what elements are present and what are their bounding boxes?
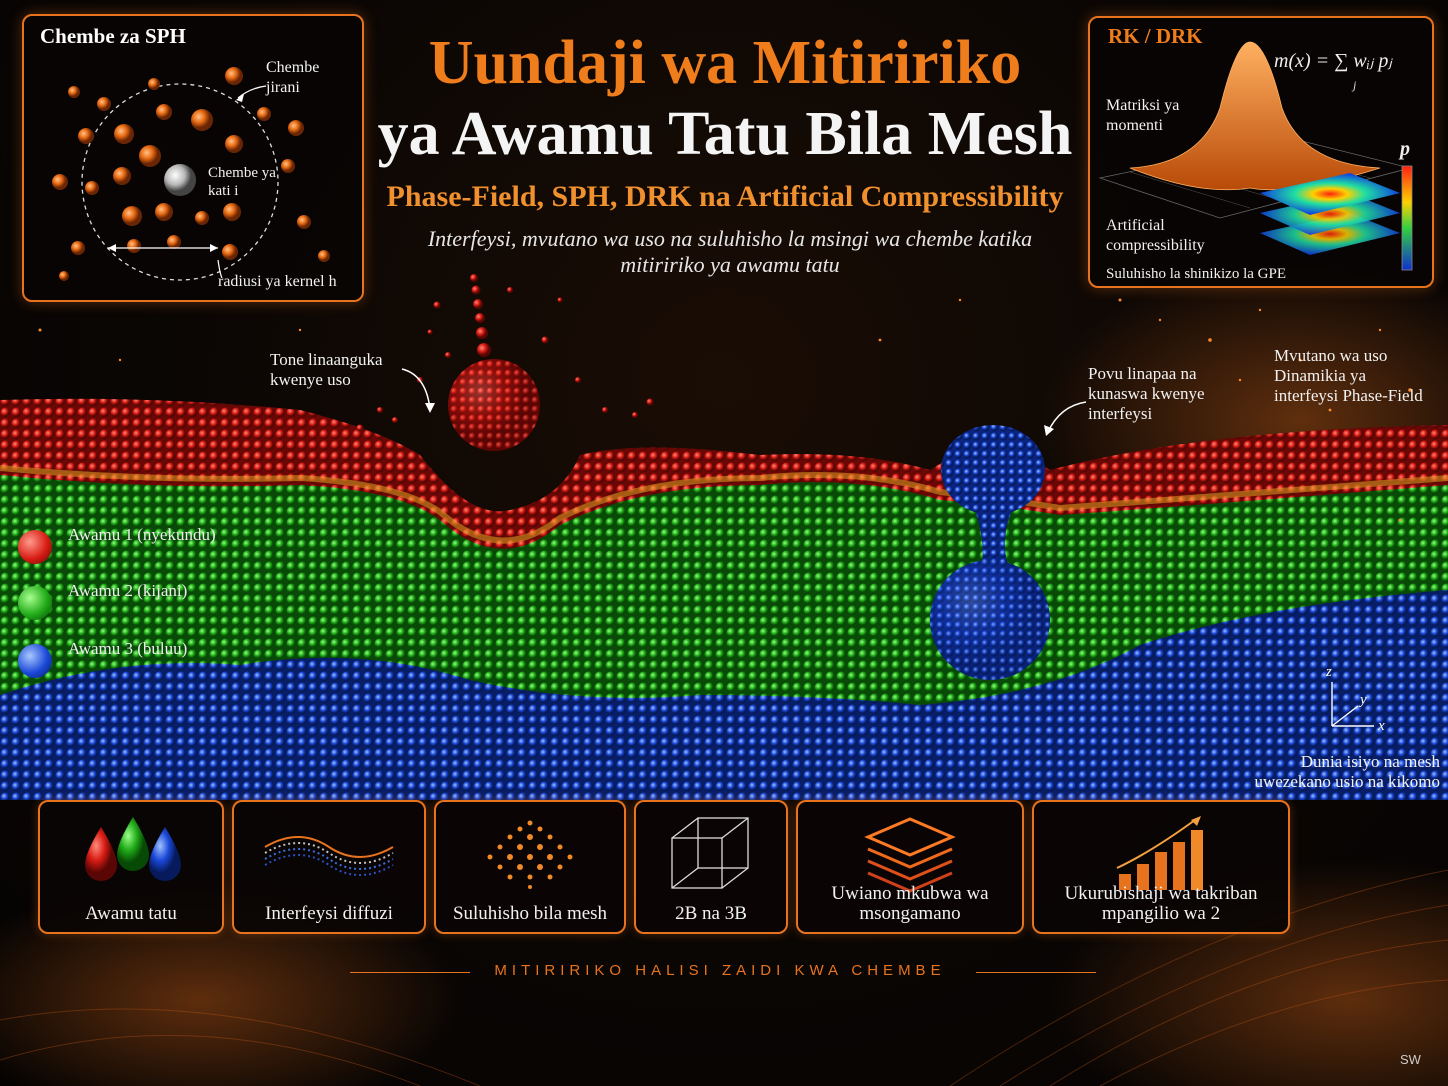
card-2d-3d: 2B na 3B xyxy=(634,800,788,934)
corner-mark: SW xyxy=(1400,1052,1421,1067)
drop-arrow-icon xyxy=(401,368,435,413)
card-label: 2B na 3B xyxy=(675,903,747,924)
footer-rule-left xyxy=(350,972,470,973)
cube-icon xyxy=(636,812,786,894)
card-meshless: Suluhisho bila mesh xyxy=(434,800,626,934)
moment-matrix-label: Matriksi ya momenti xyxy=(1106,97,1180,134)
subtitle: Phase-Field, SPH, DRK na Artificial Comp… xyxy=(386,180,1064,213)
artificial-compressibility-label: Artificial compressibility xyxy=(1106,217,1205,254)
blue-sphere-icon xyxy=(18,644,52,678)
footer-tagline: MITIRIRIKO HALISI ZAIDI KWA CHEMBE xyxy=(494,962,946,979)
lead-text: Interfeysi, mvutano wa uso na suluhisho … xyxy=(427,226,1033,277)
rk-formula: m(x) = ∑ wᵢⱼ pⱼ xyxy=(1274,50,1392,72)
meshless-world-label: Dunia isiyo na mesh uwezekano usio na ki… xyxy=(1254,752,1440,791)
legend-label: Awamu 2 (kijani) xyxy=(68,581,188,600)
title-line-2: ya Awamu Tatu Bila Mesh xyxy=(377,100,1073,168)
legend-phase-2: Awamu 2 (kijani) xyxy=(18,580,218,626)
diffuse-interface-icon xyxy=(234,812,424,894)
card-second-order: Ukurubishaji wa takriban mpangilio wa 2 xyxy=(1032,800,1290,934)
bubble-arrow-icon xyxy=(1044,401,1087,436)
three-drops-icon xyxy=(40,812,222,894)
legend-label: Awamu 1 (nyekundu) xyxy=(68,525,216,544)
rk-formula-index: j xyxy=(1353,78,1357,92)
card-density-ratio: Uwiano mkubwa wa msongamano xyxy=(796,800,1024,934)
footer-rule-right xyxy=(976,972,1096,973)
legend-phase-1: Awamu 1 (nyekundu) xyxy=(18,524,218,570)
growth-chart-icon xyxy=(1034,812,1288,894)
axis-z-label: z xyxy=(1326,664,1332,680)
axes-triad-icon xyxy=(1331,682,1374,727)
card-label: Uwiano mkubwa wa msongamano xyxy=(831,883,989,924)
sph-panel: Chembe za SPH Chembe jirani Chembe ya ka… xyxy=(22,14,364,302)
legend-phase-3: Awamu 3 (buluu) xyxy=(18,638,218,684)
rk-drk-panel: RK / DRK m(x) = ∑ wᵢⱼ pⱼ j p Matriksi ya… xyxy=(1088,16,1434,288)
neighbor-particle-label: Chembe jirani xyxy=(266,59,320,96)
kernel-radius-label: radiusi ya kernel h xyxy=(218,273,337,290)
rk-surface-plot xyxy=(1098,41,1413,271)
interface-dynamics-label: Mvutano wa uso Dinamikia ya interfeysi P… xyxy=(1274,346,1423,405)
card-label: Interfeysi diffuzi xyxy=(265,903,393,924)
green-sphere-icon xyxy=(18,586,52,620)
particle-cloud-icon xyxy=(436,812,624,894)
sph-kernel-diagram xyxy=(52,67,330,281)
axis-y-label: y xyxy=(1360,692,1367,708)
axis-x-label: x xyxy=(1378,718,1385,734)
sph-panel-title: Chembe za SPH xyxy=(40,24,186,48)
red-sphere-icon xyxy=(18,530,52,564)
card-label: Suluhisho bila mesh xyxy=(452,903,608,924)
card-label: Awamu tatu xyxy=(85,903,177,924)
card-label: Ukurubishaji wa takriban mpangilio wa 2 xyxy=(1064,883,1258,924)
pressure-scale-label: p xyxy=(1400,138,1410,160)
rising-bubble-label: Povu linapaa na kunaswa kwenye interfeys… xyxy=(1088,364,1205,423)
falling-drop-label: Tone linaanguka kwenye uso xyxy=(270,350,383,389)
legend-label: Awamu 3 (buluu) xyxy=(68,639,188,658)
title-line-1: Uundaji wa Mitiririko xyxy=(428,29,1022,97)
rk-panel-title: RK / DRK xyxy=(1108,24,1203,48)
card-three-phases: Awamu tatu xyxy=(38,800,224,934)
layers-icon xyxy=(798,812,1022,894)
gpe-solution-label: Suluhisho la shinikizo la GPE xyxy=(1106,266,1286,282)
card-diffuse-interface: Interfeysi diffuzi xyxy=(232,800,426,934)
center-particle-label: Chembe ya kati i xyxy=(208,165,276,199)
page-title: Uundaji wa Mitiririko ya Awamu Tatu Bila… xyxy=(370,28,1080,170)
